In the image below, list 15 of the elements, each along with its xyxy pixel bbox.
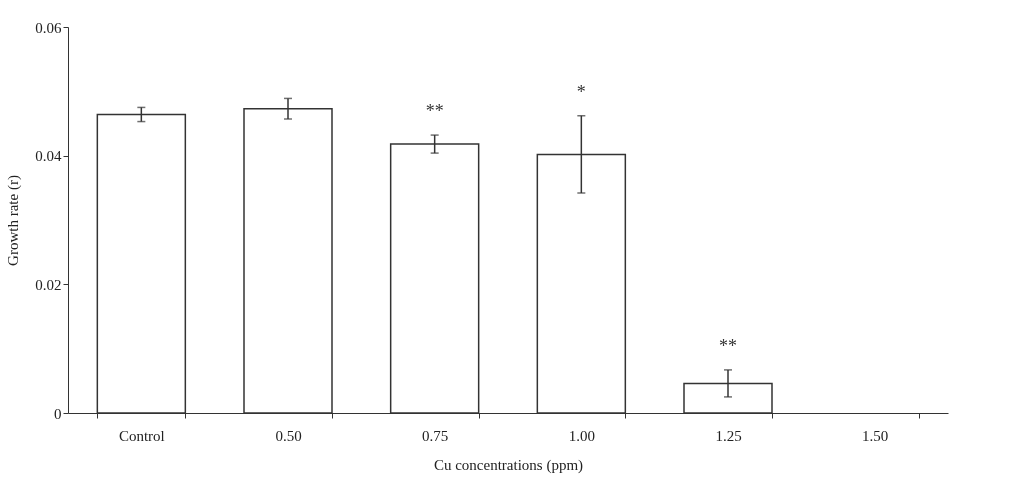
x-tick-label: Control [118, 427, 165, 444]
x-tick-label: 0.75 [422, 427, 449, 444]
x-tick-label: 1.25 [715, 427, 742, 444]
y-axis-title: Growth rate (r) [5, 175, 23, 266]
y-tick-label: 0 [54, 405, 62, 422]
data-label: * [576, 81, 586, 102]
x-tick-label: 1.50 [862, 427, 889, 444]
y-tick-label: 0.02 [35, 276, 62, 293]
x-tick-label: 1.00 [568, 427, 595, 444]
y-tick-label: 0.06 [35, 19, 62, 36]
data-label: ** [719, 335, 737, 356]
x-tick-label: 0.50 [275, 427, 302, 444]
x-axis-title: Cu concentrations (ppm) [433, 456, 584, 474]
data-label: ** [425, 101, 444, 122]
y-tick-label: 0.04 [35, 148, 62, 165]
